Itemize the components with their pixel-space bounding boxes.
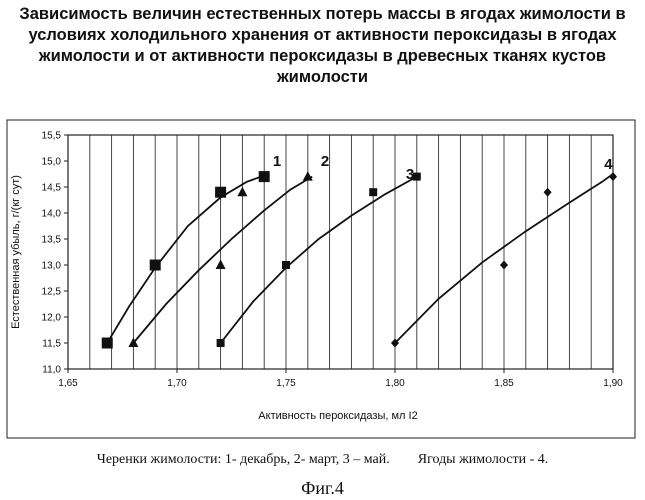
series-2: 2: [128, 153, 329, 347]
figure-label: Фиг.4: [0, 478, 645, 499]
y-tick-label: 13,5: [42, 235, 62, 246]
data-point: [216, 260, 226, 270]
data-point: [303, 171, 313, 181]
data-point: [544, 188, 552, 197]
x-tick-label: 1,65: [58, 378, 78, 389]
x-axis-title: Активность пероксидазы, мл I2: [258, 410, 417, 422]
y-tick-label: 12,5: [42, 287, 62, 298]
data-point: [217, 339, 225, 347]
data-point: [369, 188, 377, 196]
plot-area-border: [68, 135, 613, 369]
data-point: [282, 261, 290, 269]
caption-cuttings: Черенки жимолости: 1- декабрь, 2- март, …: [97, 452, 390, 467]
series-label: 3: [406, 166, 414, 183]
y-tick-label: 15,5: [42, 131, 62, 142]
y-tick-label: 11,0: [42, 365, 61, 376]
series-label: 1: [273, 153, 281, 170]
data-point: [609, 172, 617, 181]
data-point: [500, 261, 508, 270]
grid-lines: [90, 135, 591, 369]
y-tick-label: 11,5: [42, 339, 61, 350]
x-tick-label: 1,80: [385, 378, 405, 389]
y-tick-label: 14,0: [42, 209, 62, 220]
data-point: [102, 338, 113, 349]
y-axis-title: Естественная убыль, г/(кг сут): [10, 175, 22, 329]
trend-line-3: [221, 177, 417, 343]
y-tick-label: 12,0: [42, 313, 62, 324]
x-tick-label: 1,90: [603, 378, 623, 389]
y-tick-label: 14,5: [42, 183, 62, 194]
series-3: 3: [217, 166, 421, 347]
axis-ticks: 1,65 1,70 1,75 1,80 1,85 1,90 11,0 11,5 12,0 12,5…: [42, 131, 624, 390]
series-1: 1: [102, 153, 282, 348]
data-point: [150, 260, 161, 271]
series-layer: 1 2 3 4: [102, 153, 617, 348]
x-tick-label: 1,85: [494, 378, 514, 389]
trend-line-1: [107, 174, 268, 343]
data-point: [259, 171, 270, 182]
series-label: 2: [321, 153, 329, 170]
data-point: [215, 187, 226, 198]
x-tick-label: 1,75: [276, 378, 296, 389]
data-point: [237, 187, 247, 197]
y-tick-label: 15,0: [42, 157, 62, 168]
chart-svg: 1,65 1,70 1,75 1,80 1,85 1,90 11,0 11,5 12,0 12,5…: [0, 0, 645, 450]
figure-caption: Черенки жимолости: 1- декабрь, 2- март, …: [0, 452, 645, 468]
y-tick-label: 13,0: [42, 261, 62, 272]
series-label: 4: [604, 156, 613, 173]
caption-berries: Ягоды жимолости - 4.: [418, 452, 549, 467]
x-tick-label: 1,70: [167, 378, 187, 389]
